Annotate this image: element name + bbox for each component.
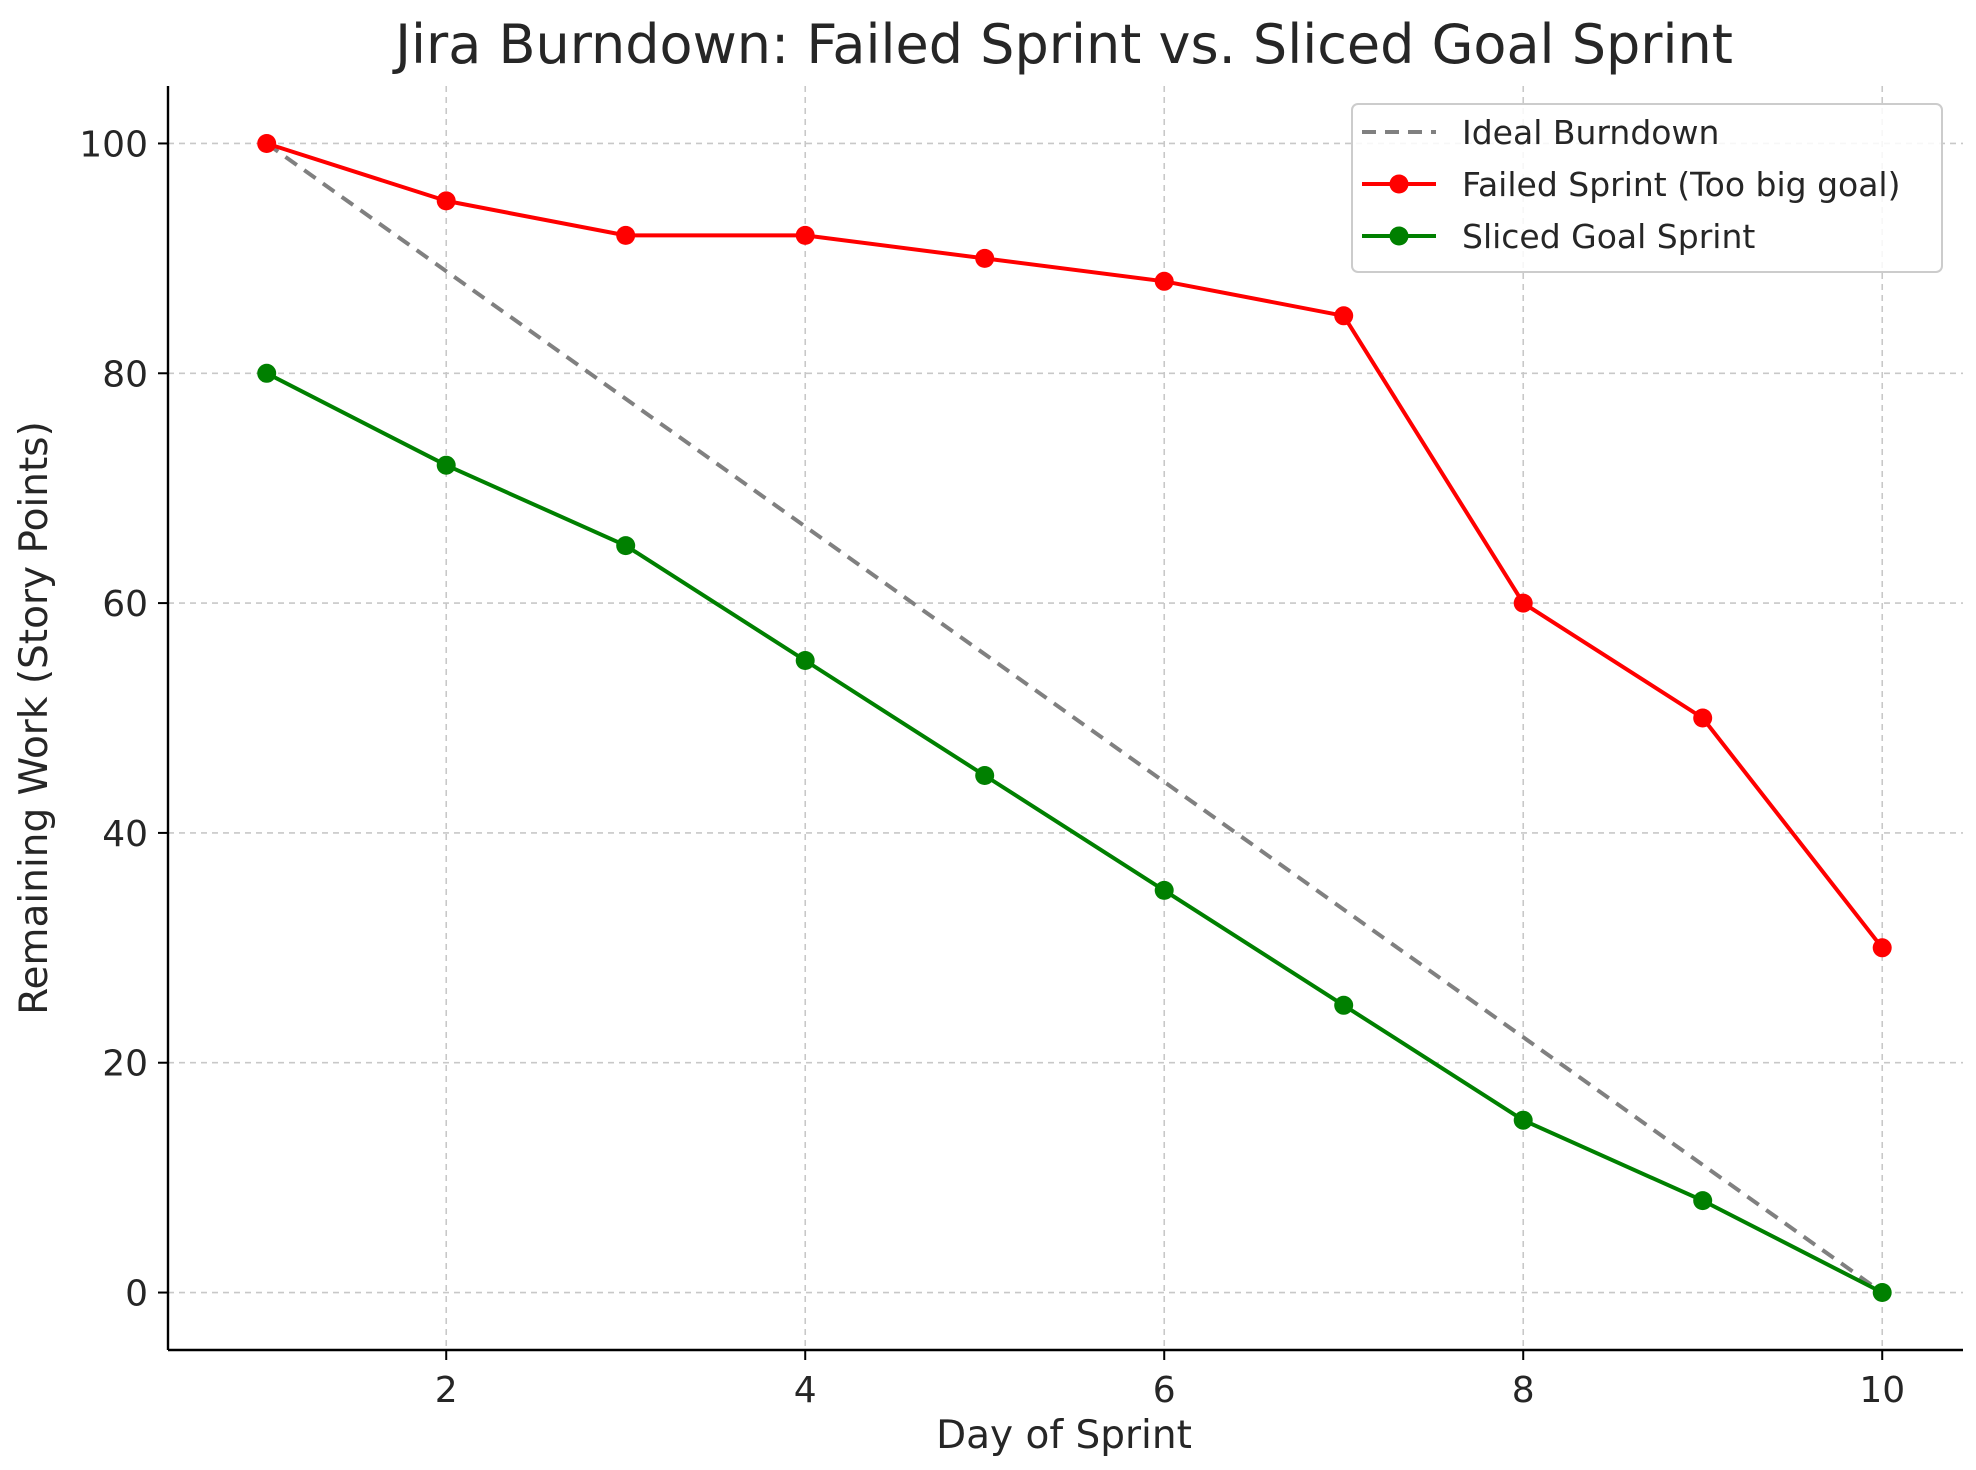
x-tick-label: 6	[1153, 1370, 1176, 1411]
data-point	[257, 363, 277, 383]
data-point	[616, 225, 636, 245]
x-axis-label: Day of Sprint	[936, 1413, 1192, 1458]
y-axis-label: Remaining Work (Story Points)	[12, 421, 57, 1015]
chart-title: Jira Burndown: Failed Sprint vs. Sliced …	[392, 13, 1733, 76]
data-point	[1693, 708, 1713, 728]
series-line-sliced-goal-sprint	[264, 371, 1885, 1295]
series-ideal-burndown	[265, 141, 1884, 1295]
data-point	[436, 191, 456, 211]
data-point	[1872, 1283, 1892, 1302]
data-point	[1693, 1191, 1713, 1211]
data-point	[795, 651, 815, 670]
data-point	[1872, 938, 1892, 958]
legend-frame	[1351, 103, 1943, 273]
y-tick-label: 60	[102, 584, 148, 625]
legend-label: Failed Sprint (Too big goal)	[1462, 165, 1900, 204]
grid-lines	[168, 86, 1963, 1350]
data-point	[975, 248, 995, 268]
x-tick-label: 10	[1859, 1370, 1905, 1411]
data-point	[795, 225, 815, 245]
data-point	[1513, 1110, 1533, 1130]
legend-marker	[1389, 226, 1409, 246]
x-tick-label: 8	[1512, 1370, 1535, 1411]
legend-label: Sliced Goal Sprint	[1462, 217, 1755, 256]
y-tick-label: 100	[79, 124, 148, 165]
data-point	[975, 766, 995, 785]
data-point	[616, 536, 636, 556]
x-tick-label: 4	[794, 1370, 817, 1411]
series-line-ideal-burndown	[265, 141, 1884, 1295]
data-point	[1334, 995, 1354, 1015]
series-failed-sprint-too-big-goal	[257, 134, 1892, 958]
y-tick-label: 40	[102, 814, 148, 855]
legend-marker	[1389, 174, 1409, 194]
series-line-failed-sprint-too-big-goal	[264, 141, 1885, 950]
y-tick-label: 0	[125, 1274, 148, 1315]
series-layer	[257, 134, 1892, 1302]
legend-label: Ideal Burndown	[1462, 113, 1719, 152]
data-point	[436, 455, 456, 475]
y-tick-label: 80	[102, 354, 148, 395]
legend: Ideal Burndown Failed Sprint (Too big goa…	[1351, 103, 1943, 273]
data-point	[1513, 593, 1533, 613]
data-point	[1334, 306, 1354, 326]
data-point	[1154, 880, 1174, 900]
series-sliced-goal-sprint	[257, 363, 1892, 1302]
y-tick-label: 20	[102, 1044, 148, 1085]
data-point	[257, 134, 277, 153]
x-tick-label: 2	[435, 1370, 458, 1411]
data-point	[1154, 271, 1174, 291]
